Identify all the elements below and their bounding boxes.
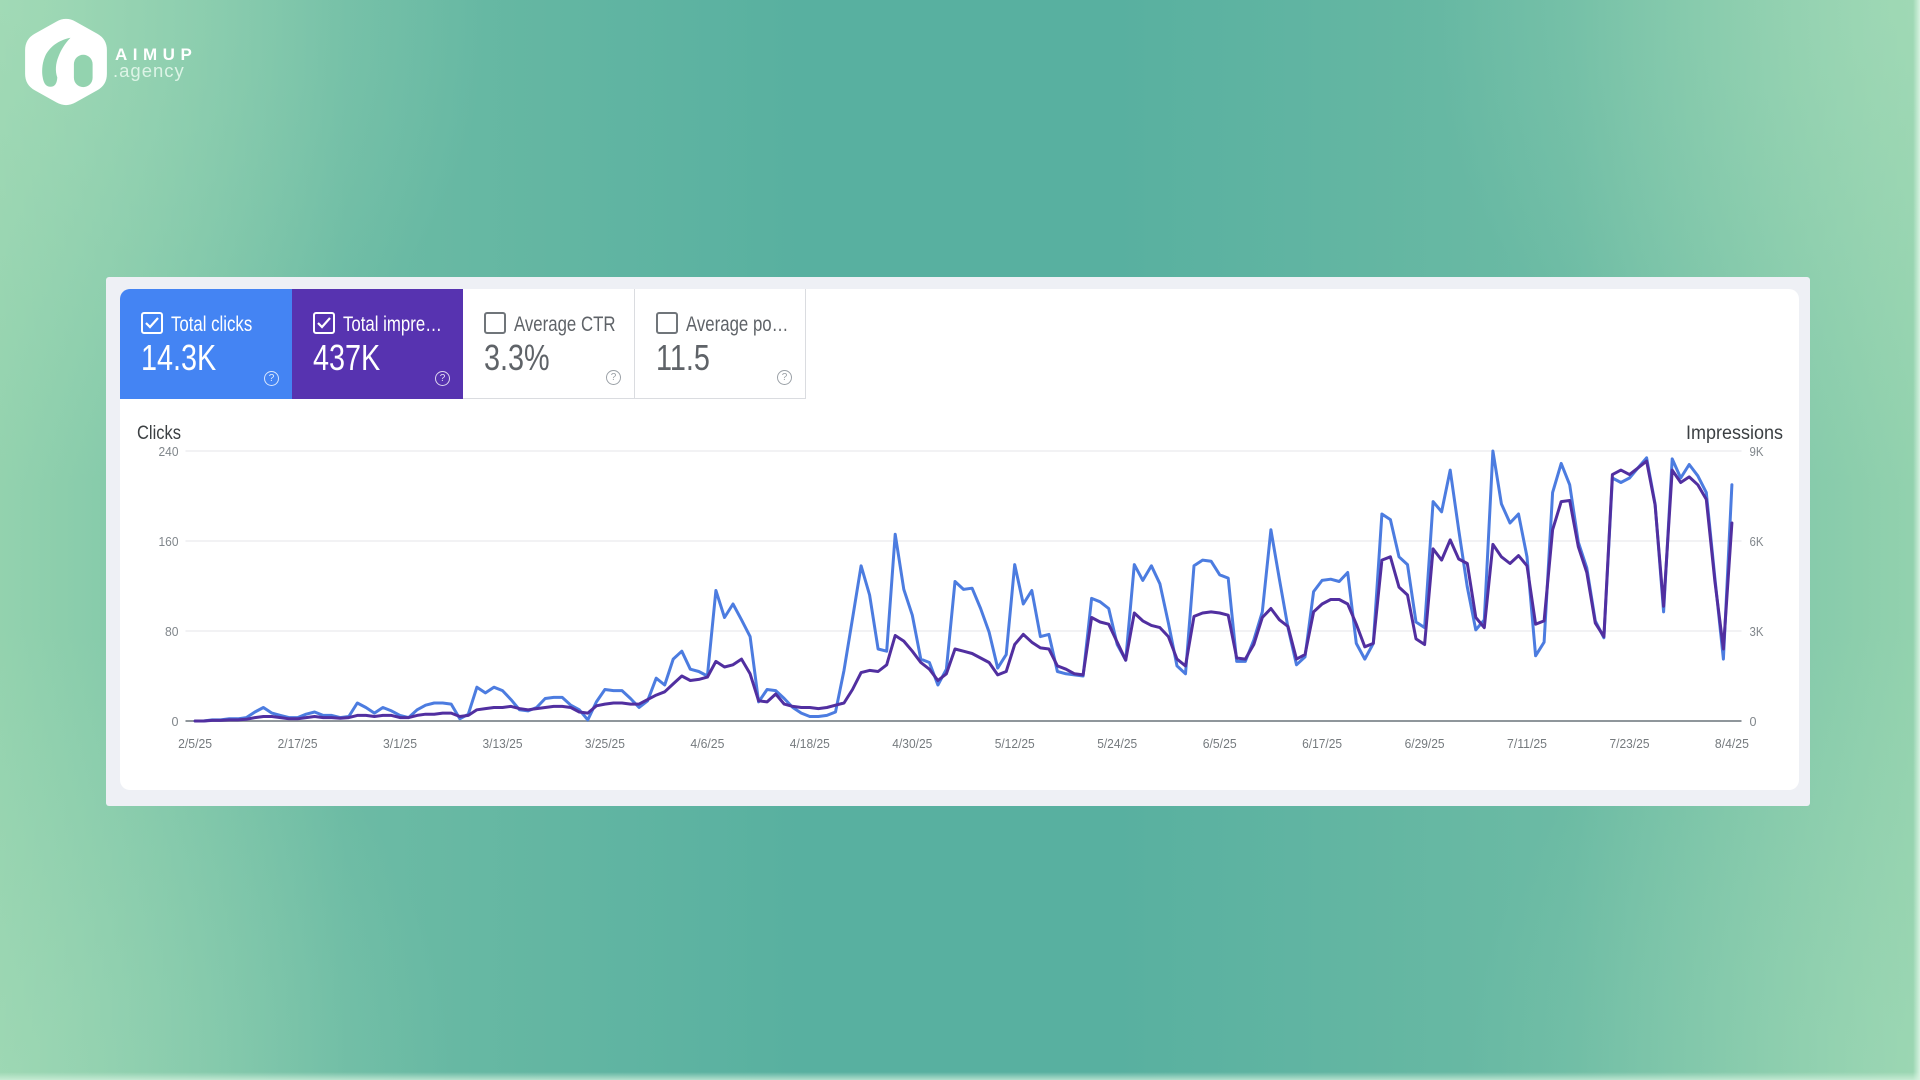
svg-text:5/12/25: 5/12/25 [995,736,1035,751]
svg-text:3/1/25: 3/1/25 [383,736,417,751]
svg-text:0: 0 [1750,714,1757,729]
svg-text:7/23/25: 7/23/25 [1610,736,1650,751]
svg-text:4/30/25: 4/30/25 [892,736,932,751]
svg-text:Clicks: Clicks [137,423,181,444]
svg-text:8/4/25: 8/4/25 [1715,736,1749,751]
svg-text:6/17/25: 6/17/25 [1302,736,1342,751]
svg-text:4/18/25: 4/18/25 [790,736,830,751]
svg-text:3/25/25: 3/25/25 [585,736,625,751]
svg-text:6/5/25: 6/5/25 [1203,736,1237,751]
svg-text:240: 240 [159,444,179,459]
svg-text:Impressions: Impressions [1686,423,1783,444]
svg-text:0: 0 [172,714,179,729]
svg-text:3/13/25: 3/13/25 [483,736,523,751]
svg-text:7/11/25: 7/11/25 [1507,736,1547,751]
svg-text:6K: 6K [1750,534,1764,549]
svg-text:2/17/25: 2/17/25 [278,736,318,751]
svg-text:3K: 3K [1750,624,1764,639]
svg-text:5/24/25: 5/24/25 [1097,736,1137,751]
svg-text:4/6/25: 4/6/25 [690,736,724,751]
svg-text:2/5/25: 2/5/25 [178,736,212,751]
svg-text:160: 160 [159,534,179,549]
svg-text:9K: 9K [1750,444,1764,459]
svg-text:6/29/25: 6/29/25 [1405,736,1445,751]
svg-text:80: 80 [165,624,179,639]
